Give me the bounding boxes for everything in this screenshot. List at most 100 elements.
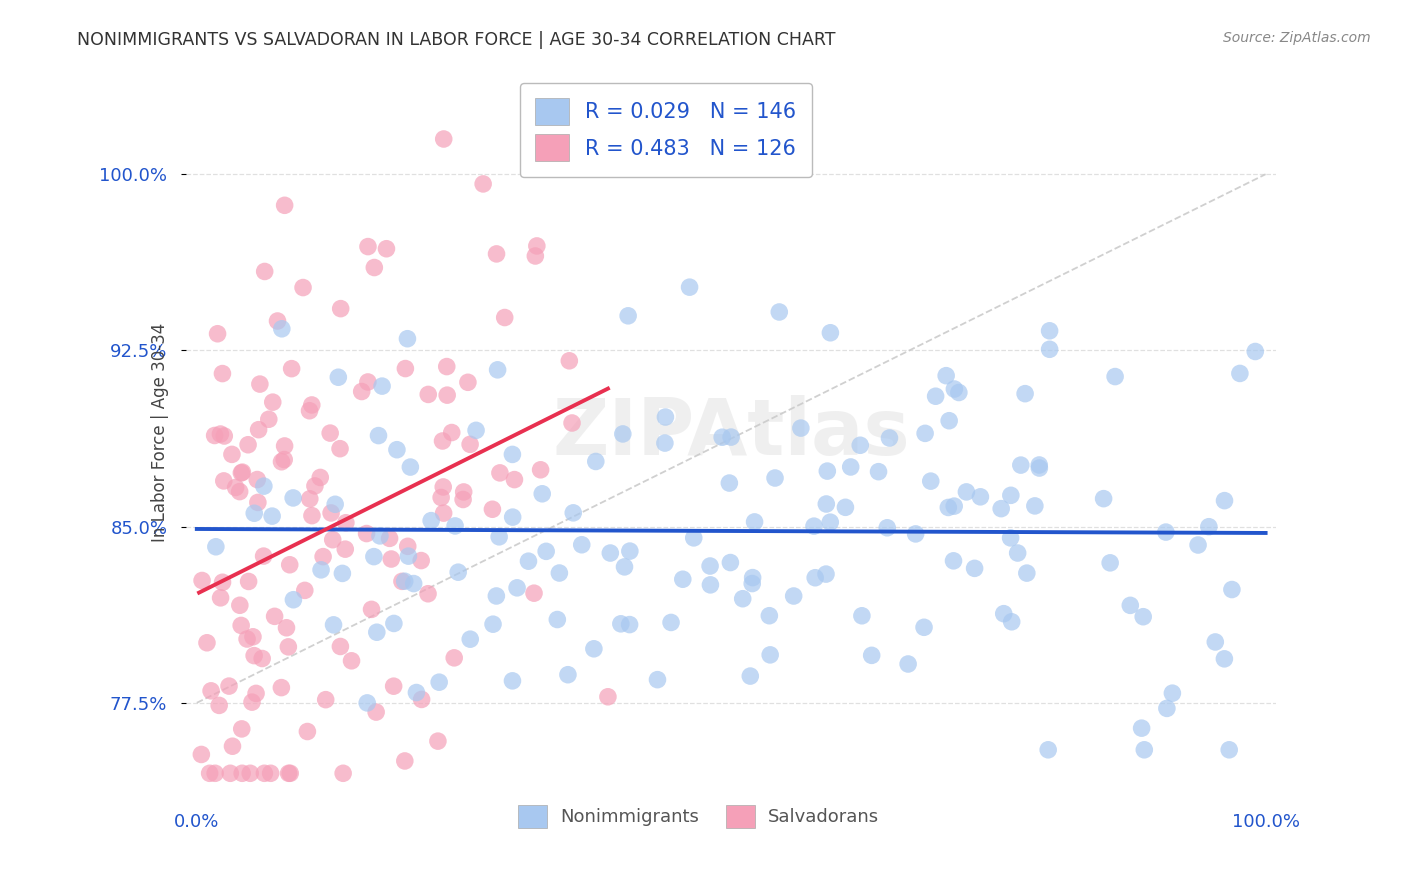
- Text: Source: ZipAtlas.com: Source: ZipAtlas.com: [1223, 31, 1371, 45]
- Point: [815, 497, 838, 511]
- Point: [357, 239, 380, 253]
- Point: [315, 692, 337, 706]
- Point: [1213, 493, 1236, 508]
- Point: [485, 247, 508, 261]
- Point: [329, 640, 352, 654]
- Point: [834, 500, 856, 515]
- Point: [211, 575, 233, 590]
- Point: [526, 239, 548, 253]
- Point: [371, 379, 394, 393]
- Point: [204, 428, 226, 442]
- Point: [335, 542, 357, 557]
- Point: [758, 608, 780, 623]
- Point: [1007, 546, 1029, 560]
- Point: [195, 636, 218, 650]
- Point: [329, 442, 352, 456]
- Point: [433, 132, 456, 146]
- Point: [879, 431, 901, 445]
- Point: [212, 474, 235, 488]
- Point: [270, 681, 292, 695]
- Point: [350, 384, 373, 399]
- Point: [236, 632, 259, 646]
- Point: [1099, 556, 1122, 570]
- Point: [319, 426, 342, 441]
- Point: [399, 460, 422, 475]
- Point: [1156, 701, 1178, 715]
- Point: [558, 353, 581, 368]
- Point: [231, 766, 253, 780]
- Point: [444, 519, 467, 533]
- Point: [402, 576, 425, 591]
- Point: [270, 322, 292, 336]
- Point: [548, 566, 571, 580]
- Point: [529, 463, 551, 477]
- Point: [209, 591, 232, 605]
- Point: [815, 464, 838, 478]
- Point: [682, 531, 704, 545]
- Point: [458, 632, 481, 647]
- Point: [1187, 538, 1209, 552]
- Point: [191, 574, 214, 588]
- Point: [356, 526, 378, 541]
- Point: [363, 549, 385, 564]
- Point: [375, 242, 398, 256]
- Point: [711, 430, 734, 444]
- Point: [485, 589, 508, 603]
- Point: [654, 410, 676, 425]
- Point: [208, 698, 231, 713]
- Point: [297, 724, 319, 739]
- Point: [301, 398, 323, 412]
- Point: [963, 561, 986, 575]
- Point: [218, 679, 240, 693]
- Legend: Nonimmigrants, Salvadorans: Nonimmigrants, Salvadorans: [512, 797, 886, 835]
- Point: [228, 484, 250, 499]
- Point: [619, 544, 641, 558]
- Point: [457, 376, 479, 390]
- Point: [897, 657, 920, 671]
- Point: [246, 473, 269, 487]
- Point: [309, 470, 332, 484]
- Point: [546, 613, 568, 627]
- Point: [436, 388, 458, 402]
- Point: [619, 617, 641, 632]
- Point: [453, 485, 475, 500]
- Point: [1229, 367, 1251, 381]
- Point: [281, 491, 304, 505]
- Point: [253, 766, 276, 780]
- Point: [731, 591, 754, 606]
- Point: [860, 648, 883, 663]
- Point: [257, 412, 280, 426]
- Point: [294, 583, 316, 598]
- Point: [225, 481, 247, 495]
- Point: [876, 521, 898, 535]
- Point: [1213, 652, 1236, 666]
- Text: NONIMMIGRANTS VS SALVADORAN IN LABOR FORCE | AGE 30-34 CORRELATION CHART: NONIMMIGRANTS VS SALVADORAN IN LABOR FOR…: [77, 31, 835, 49]
- Point: [240, 695, 263, 709]
- Point: [243, 648, 266, 663]
- Point: [561, 416, 583, 430]
- Point: [385, 442, 408, 457]
- Point: [276, 621, 298, 635]
- Point: [759, 648, 782, 662]
- Point: [647, 673, 669, 687]
- Point: [366, 625, 388, 640]
- Point: [517, 554, 540, 568]
- Point: [763, 471, 786, 485]
- Text: ZIPAtlas: ZIPAtlas: [553, 394, 910, 471]
- Point: [1198, 519, 1220, 533]
- Point: [672, 572, 695, 586]
- Point: [1028, 458, 1050, 472]
- Point: [440, 425, 463, 440]
- Point: [481, 502, 503, 516]
- Point: [273, 439, 295, 453]
- Point: [1218, 743, 1240, 757]
- Point: [243, 506, 266, 520]
- Point: [430, 491, 453, 505]
- Point: [1132, 609, 1154, 624]
- Point: [489, 466, 512, 480]
- Point: [488, 530, 510, 544]
- Point: [920, 474, 942, 488]
- Point: [523, 586, 546, 600]
- Point: [242, 630, 264, 644]
- Point: [942, 554, 965, 568]
